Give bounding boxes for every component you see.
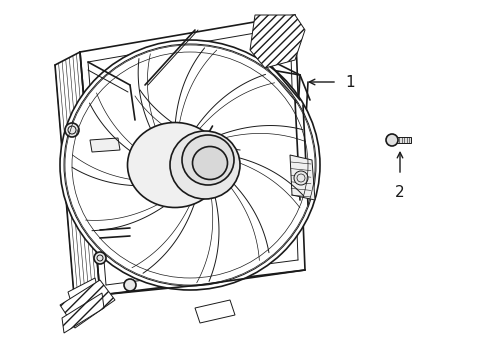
Polygon shape — [195, 300, 235, 323]
Polygon shape — [90, 138, 120, 152]
Polygon shape — [70, 296, 100, 322]
Polygon shape — [289, 155, 314, 200]
Polygon shape — [62, 293, 104, 333]
Circle shape — [94, 252, 106, 264]
Ellipse shape — [182, 135, 234, 185]
Circle shape — [293, 171, 307, 185]
Polygon shape — [60, 280, 115, 328]
Bar — [396, 137, 410, 143]
Circle shape — [65, 123, 79, 137]
Polygon shape — [68, 278, 98, 305]
Text: 2: 2 — [394, 185, 404, 200]
Text: 1: 1 — [345, 75, 354, 90]
Ellipse shape — [127, 122, 222, 207]
Polygon shape — [249, 15, 305, 68]
Circle shape — [124, 279, 136, 291]
Ellipse shape — [60, 40, 319, 290]
Circle shape — [385, 134, 397, 146]
Ellipse shape — [64, 44, 315, 286]
Ellipse shape — [170, 131, 240, 199]
Ellipse shape — [192, 147, 227, 180]
